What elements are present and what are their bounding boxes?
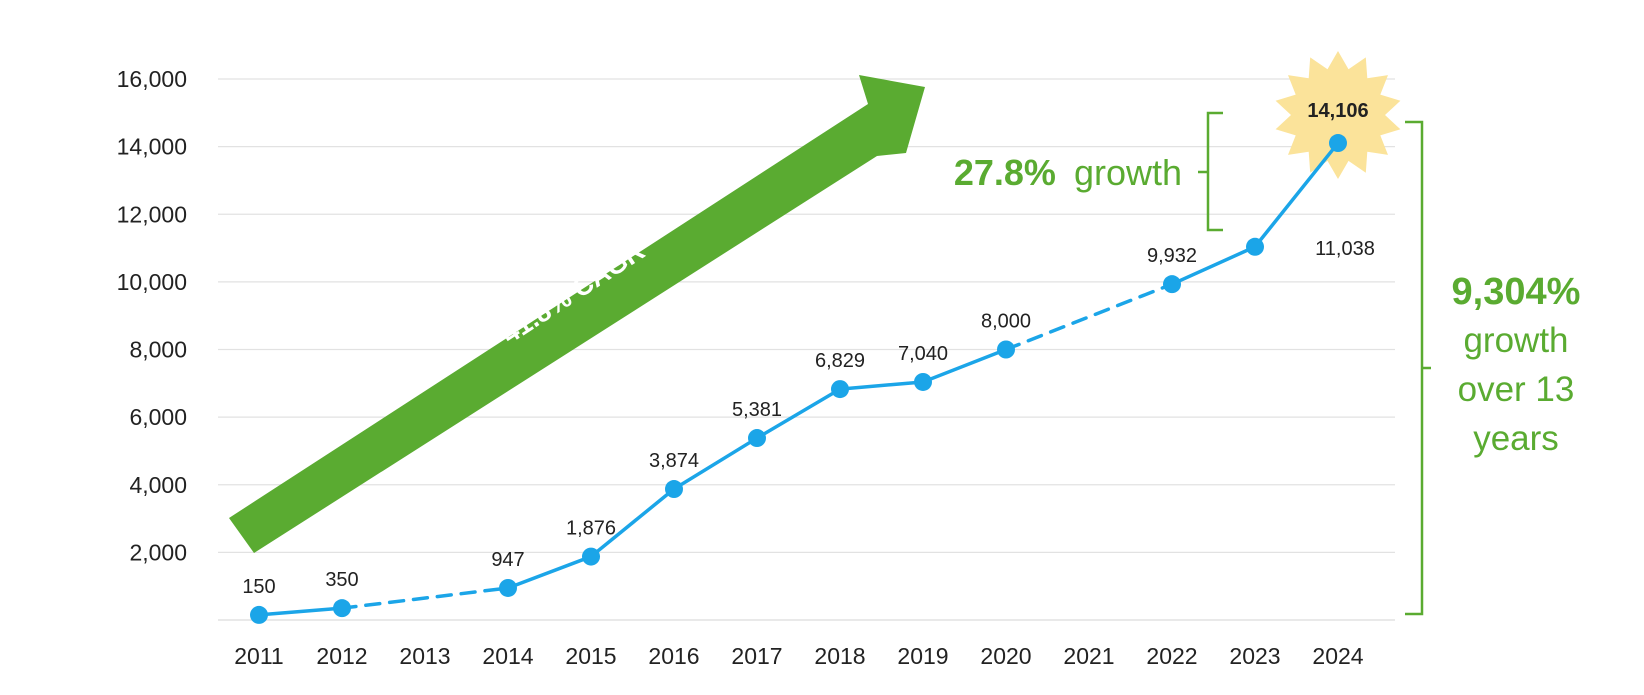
data-point-2024 xyxy=(1329,134,1347,153)
y-tick-label: 8,000 xyxy=(129,337,187,363)
x-tick-label: 2020 xyxy=(980,643,1031,669)
line-segment xyxy=(1170,245,1257,286)
line-segment xyxy=(755,387,842,440)
total-growth-annotation: 9,304% growth over 13 years xyxy=(1405,120,1581,616)
data-label-2023: 11,038 xyxy=(1315,238,1375,260)
data-point-2023 xyxy=(1246,237,1264,256)
recent-growth-value: 27.8% xyxy=(954,152,1056,193)
total-growth-line-3: years xyxy=(1473,419,1559,458)
line-segment xyxy=(672,436,759,491)
line-segment xyxy=(257,606,344,617)
data-label-2017: 5,381 xyxy=(732,399,782,421)
line-segment xyxy=(589,487,676,559)
y-tick-label: 4,000 xyxy=(129,472,187,498)
data-label-2018: 6,829 xyxy=(815,350,865,372)
data-label-2022: 9,932 xyxy=(1147,245,1197,267)
line-segment xyxy=(1253,141,1340,249)
data-point-2020 xyxy=(997,340,1015,359)
y-tick-label: 10,000 xyxy=(117,269,187,295)
x-tick-label: 2014 xyxy=(482,643,533,669)
highlight-starburst xyxy=(1275,51,1401,179)
data-point-2019 xyxy=(914,372,932,391)
data-point-2014 xyxy=(499,578,517,597)
data-label-2016: 3,874 xyxy=(649,450,699,472)
recent-growth-annotation: 27.8% growth xyxy=(954,111,1223,232)
total-growth-value: 9,304% xyxy=(1452,271,1581,313)
y-tick-label: 2,000 xyxy=(129,539,187,565)
data-point-2012 xyxy=(333,599,351,618)
data-point-2016 xyxy=(665,480,683,499)
data-point-2017 xyxy=(748,429,766,448)
data-point-2018 xyxy=(831,380,849,399)
y-tick-label: 14,000 xyxy=(117,134,187,160)
data-point-2015 xyxy=(582,547,600,566)
line-segment xyxy=(921,347,1008,384)
x-tick-label: 2024 xyxy=(1312,643,1363,669)
data-labels: 150 350 947 1,876 3,874 5,381 6,829 7,040 8,000 9… xyxy=(242,100,1375,598)
series-line xyxy=(257,141,1340,617)
total-growth-line-1: growth xyxy=(1463,321,1568,360)
total-growth-line-2: over 13 xyxy=(1458,370,1575,409)
data-label-2024: 14,106 xyxy=(1307,100,1368,122)
data-label-2014: 947 xyxy=(491,549,524,571)
data-label-2011: 150 xyxy=(242,576,275,598)
recent-growth-word: growth xyxy=(1074,152,1182,193)
x-tick-label: 2015 xyxy=(565,643,616,669)
x-tick-label: 2019 xyxy=(897,643,948,669)
series-points xyxy=(250,134,1347,624)
line-segment xyxy=(506,554,593,590)
data-label-2012: 350 xyxy=(325,569,358,591)
y-axis-ticks: 2,000 4,000 6,000 8,000 10,000 12,000 14,000 16… xyxy=(117,66,187,565)
data-point-2011 xyxy=(250,605,268,624)
data-label-2020: 8,000 xyxy=(981,311,1031,333)
y-tick-label: 6,000 xyxy=(129,404,187,430)
x-tick-label: 2023 xyxy=(1229,643,1280,669)
x-tick-label: 2016 xyxy=(648,643,699,669)
data-label-2015: 1,876 xyxy=(566,518,616,540)
svg-text:27.8% growth: 27.8% growth xyxy=(954,152,1182,193)
data-point-2022 xyxy=(1163,275,1181,294)
y-tick-label: 12,000 xyxy=(117,201,187,227)
x-tick-label: 2021 xyxy=(1063,643,1114,669)
line-segment-dashed xyxy=(340,586,510,610)
x-tick-label: 2013 xyxy=(399,643,450,669)
data-label-2019: 7,040 xyxy=(898,343,948,365)
x-tick-label: 2018 xyxy=(814,643,865,669)
line-segment-dashed xyxy=(1004,282,1174,352)
y-tick-label: 16,000 xyxy=(117,66,187,92)
line-segment xyxy=(838,380,925,391)
x-tick-label: 2011 xyxy=(234,643,283,669)
x-tick-label: 2012 xyxy=(316,643,367,669)
x-tick-label: 2017 xyxy=(731,643,782,669)
x-axis-ticks: 2011 2012 2013 2014 2015 2016 2017 2018 2019 2020… xyxy=(234,643,1364,669)
x-tick-label: 2022 xyxy=(1146,643,1197,669)
